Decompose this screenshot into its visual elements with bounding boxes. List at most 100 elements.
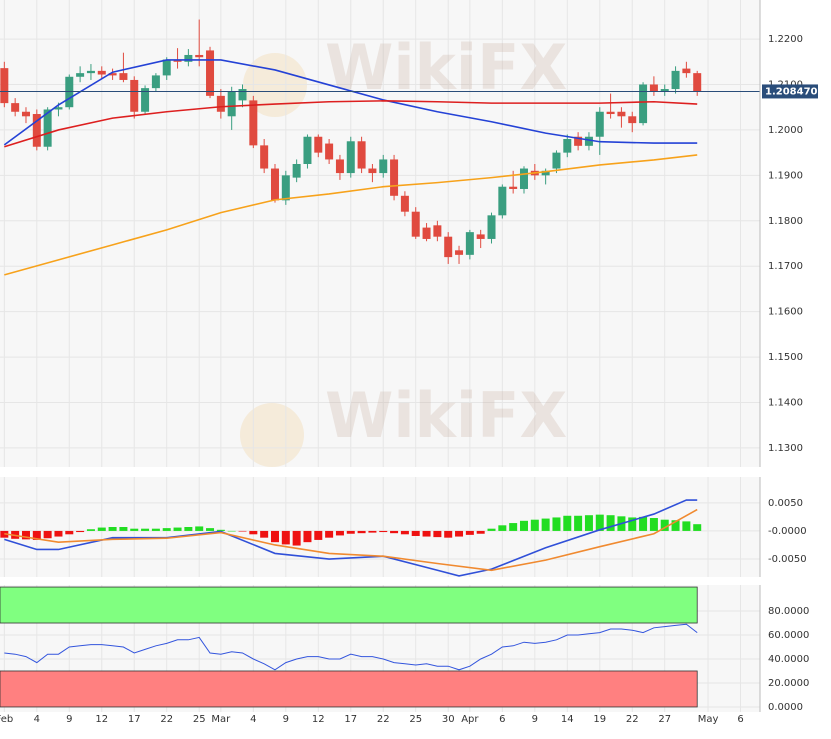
histogram-bar [433,530,442,538]
histogram-bar [682,521,691,531]
candle-body [184,54,193,62]
x-tick-label: 9 [532,714,538,725]
candle-body [227,91,236,117]
histogram-bar [563,515,572,531]
histogram-bar [260,530,269,538]
candle-body [314,136,323,153]
x-tick-label: May [698,714,719,725]
histogram-bar [584,515,593,531]
candle-body [422,227,431,239]
y-tick-label: 1.1600 [768,307,803,318]
candle-body [281,175,290,201]
x-tick-label: 12 [312,714,325,725]
x-tick-label: Feb [0,714,13,725]
y-tick-label: 20.0000 [768,678,809,689]
x-tick-label: 22 [160,714,173,725]
histogram-bar [292,530,301,546]
histogram-bar [628,517,637,531]
candle-body [108,73,117,76]
candle-body [325,143,334,160]
candle-body [606,111,615,115]
histogram-bar [498,525,507,531]
candle-body [671,70,680,90]
histogram-bar [21,530,30,540]
histogram-bar [595,514,604,531]
candle-body [682,68,691,74]
histogram-bar [206,528,215,531]
candle-body [151,75,160,89]
candle-body [76,73,85,77]
candle-body [390,159,399,196]
x-tick-label: 25 [409,714,422,725]
histogram-bar [141,528,150,531]
candle-body [357,141,366,169]
histogram-bar [108,527,117,531]
histogram-bar [444,530,453,538]
candle-body [65,76,74,108]
candle-body [249,100,258,146]
candle-body [216,95,225,112]
x-tick-label: 4 [250,714,256,725]
histogram-bar [314,530,323,540]
candle-body [509,186,518,189]
x-tick-label: Apr [461,714,479,725]
y-tick-label: -0.0000 [768,526,807,537]
y-tick-label: -0.0050 [768,554,807,565]
histogram-bar [519,520,528,531]
x-tick-label: 12 [95,714,108,725]
histogram-bar [422,530,431,537]
y-tick-label: 1.1900 [768,170,803,181]
candle-body [400,195,409,212]
histogram-bar [487,528,496,531]
candle-body [649,84,658,92]
candle-body [97,70,106,75]
candle-body [21,111,30,117]
histogram-bar [86,529,95,531]
candle-body [455,250,464,255]
y-tick-label: 1.2000 [768,125,803,136]
candle-body [270,168,279,201]
x-tick-label: 9 [66,714,72,725]
x-tick-label: 14 [561,714,574,725]
x-tick-label: Mar [211,714,231,725]
candle-body [595,111,604,137]
histogram-bar [552,517,561,531]
histogram-bar [162,528,171,531]
histogram-bar [54,530,63,537]
rsi-line [4,623,698,671]
y-tick-label: 1.1300 [768,443,803,454]
y-tick-label: 0.0050 [768,498,803,509]
line [4,154,698,276]
candle-body [292,163,301,178]
candle-body [303,136,312,164]
x-tick-label: 22 [377,714,390,725]
histogram-bar [249,530,258,535]
candle-body [86,70,95,74]
candle-body [660,89,669,92]
x-tick-label: 27 [658,714,671,725]
x-tick-label: 25 [193,714,206,725]
histogram-bar [390,530,399,534]
histogram-bar [541,518,550,531]
last-price-box [762,84,818,99]
rsi-zone [0,586,698,624]
histogram-bar [357,530,366,534]
x-tick-label: 4 [34,714,40,725]
histogram-bar [671,520,680,531]
histogram-bar [303,530,312,543]
histogram-bar [455,530,464,537]
histogram-bar [195,526,204,531]
histogram-bar [227,530,236,532]
candle-body [43,109,52,147]
histogram-bar [97,527,106,531]
histogram-bar [43,530,52,539]
y-tick-label: 60.0000 [768,630,809,641]
histogram-bar [325,530,334,538]
candle-body [411,211,420,237]
candle-body [487,215,496,239]
line [4,100,698,148]
candle-body [552,152,561,169]
y-tick-label: 1.1500 [768,352,803,363]
candle-body [563,139,572,153]
